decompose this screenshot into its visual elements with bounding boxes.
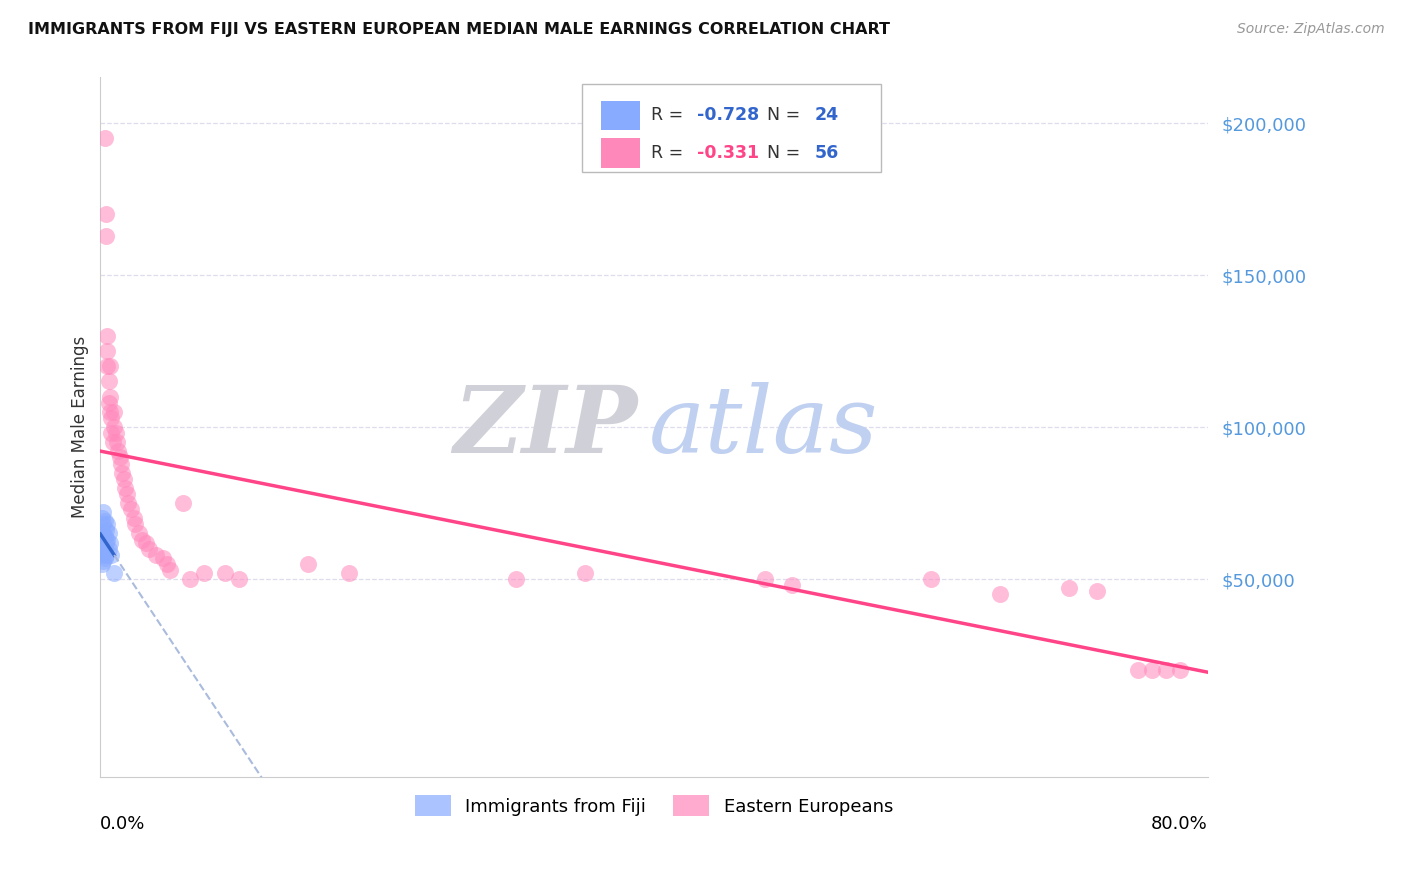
Point xyxy=(90,526,112,541)
Point xyxy=(100,548,122,562)
Point xyxy=(96,517,118,532)
Point xyxy=(90,548,112,562)
Point xyxy=(105,435,128,450)
Point xyxy=(156,557,179,571)
Text: IMMIGRANTS FROM FIJI VS EASTERN EUROPEAN MEDIAN MALE EARNINGS CORRELATION CHART: IMMIGRANTS FROM FIJI VS EASTERN EUROPEAN… xyxy=(28,22,890,37)
Point xyxy=(100,426,122,441)
Point xyxy=(179,572,201,586)
Point xyxy=(135,535,157,549)
Point xyxy=(159,563,181,577)
Point xyxy=(152,550,174,565)
Text: ZIP: ZIP xyxy=(453,382,637,472)
Point xyxy=(111,466,134,480)
Point xyxy=(138,541,160,556)
Point xyxy=(1168,663,1191,677)
Point xyxy=(93,550,115,565)
Text: R =: R = xyxy=(651,106,689,124)
Point xyxy=(754,572,776,586)
Point xyxy=(112,472,135,486)
Point xyxy=(91,557,114,571)
Point xyxy=(98,535,121,549)
Text: -0.728: -0.728 xyxy=(697,106,759,124)
Point xyxy=(94,535,117,549)
Point xyxy=(104,426,127,441)
Point xyxy=(108,450,131,465)
Y-axis label: Median Male Earnings: Median Male Earnings xyxy=(72,336,89,518)
Point xyxy=(91,505,114,519)
Point xyxy=(97,541,120,556)
Point xyxy=(131,533,153,547)
Point xyxy=(988,587,1011,601)
Text: 24: 24 xyxy=(814,106,838,124)
Text: -0.331: -0.331 xyxy=(697,144,759,162)
Point xyxy=(94,228,117,243)
Point xyxy=(96,328,118,343)
Point xyxy=(91,517,114,532)
Point xyxy=(90,511,112,525)
Point xyxy=(1154,663,1177,677)
Point xyxy=(339,566,361,580)
Point xyxy=(97,526,120,541)
Point xyxy=(103,420,125,434)
Text: R =: R = xyxy=(651,144,689,162)
Point xyxy=(98,390,121,404)
Point xyxy=(228,572,250,586)
Text: atlas: atlas xyxy=(648,382,877,472)
Point xyxy=(94,548,117,562)
Point xyxy=(93,529,115,543)
Point xyxy=(91,554,114,568)
Point xyxy=(97,395,120,409)
Point xyxy=(115,487,138,501)
Point xyxy=(110,457,132,471)
Point xyxy=(103,405,125,419)
Point xyxy=(172,496,194,510)
Point xyxy=(1128,663,1150,677)
Point xyxy=(505,572,527,586)
Point xyxy=(96,344,118,359)
Point xyxy=(117,496,139,510)
Point xyxy=(96,359,118,374)
Point xyxy=(90,535,112,549)
Point xyxy=(124,517,146,532)
Point xyxy=(91,526,114,541)
Point xyxy=(297,557,319,571)
Point xyxy=(91,541,114,556)
Point xyxy=(103,566,125,580)
Point xyxy=(97,375,120,389)
Point xyxy=(94,207,117,221)
Legend: Immigrants from Fiji, Eastern Europeans: Immigrants from Fiji, Eastern Europeans xyxy=(408,789,900,823)
Point xyxy=(120,502,142,516)
FancyBboxPatch shape xyxy=(600,138,640,168)
Point xyxy=(101,435,124,450)
Point xyxy=(145,548,167,562)
Point xyxy=(1142,663,1164,677)
Point xyxy=(96,533,118,547)
Point xyxy=(122,511,145,525)
Point xyxy=(93,131,115,145)
Point xyxy=(98,405,121,419)
Point xyxy=(1057,581,1080,595)
Point xyxy=(93,541,115,556)
Point xyxy=(100,411,122,425)
Point xyxy=(574,566,596,580)
Point xyxy=(93,514,115,528)
Text: N =: N = xyxy=(756,144,806,162)
Point xyxy=(1085,584,1108,599)
Point xyxy=(94,524,117,538)
Text: N =: N = xyxy=(756,106,806,124)
Point xyxy=(920,572,942,586)
Point xyxy=(107,444,129,458)
Point xyxy=(98,359,121,374)
FancyBboxPatch shape xyxy=(600,101,640,130)
Text: 0.0%: 0.0% xyxy=(100,815,146,833)
Text: 56: 56 xyxy=(814,144,839,162)
Point xyxy=(193,566,215,580)
Text: Source: ZipAtlas.com: Source: ZipAtlas.com xyxy=(1237,22,1385,37)
Point xyxy=(782,578,804,592)
FancyBboxPatch shape xyxy=(582,85,882,172)
Point xyxy=(128,526,150,541)
Point xyxy=(114,481,136,495)
Point xyxy=(214,566,236,580)
Text: 80.0%: 80.0% xyxy=(1152,815,1208,833)
